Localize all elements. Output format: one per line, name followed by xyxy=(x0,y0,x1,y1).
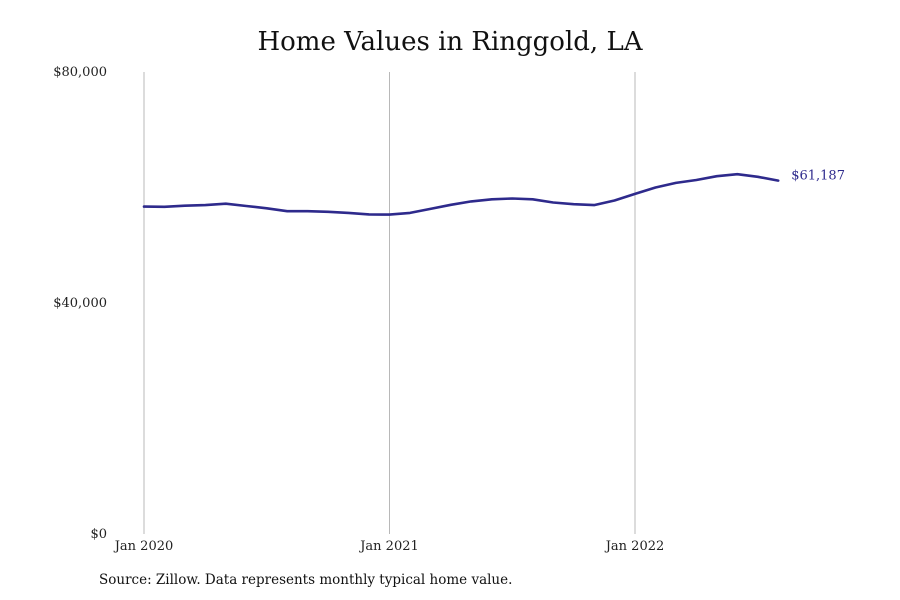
x-tick-label: Jan 2020 xyxy=(113,539,174,554)
x-tick-label: Jan 2021 xyxy=(358,539,419,554)
series-layer: $61,187 xyxy=(142,169,845,216)
y-axis-ticks: $0 $40,000 $80,000 xyxy=(53,65,107,542)
x-tick-label: Jan 2022 xyxy=(604,539,665,554)
source-note: Source: Zillow. Data represents monthly … xyxy=(99,572,513,588)
end-value-label: $61,187 xyxy=(791,169,845,184)
series-line xyxy=(142,172,780,216)
gridlines xyxy=(143,72,636,534)
y-tick-label: $80,000 xyxy=(53,65,107,80)
y-tick-label: $0 xyxy=(90,527,107,542)
x-axis-ticks: Jan 2020 Jan 2021 Jan 2022 xyxy=(113,539,665,554)
y-tick-label: $40,000 xyxy=(53,296,107,311)
chart-title: Home Values in Ringgold, LA xyxy=(257,27,643,57)
